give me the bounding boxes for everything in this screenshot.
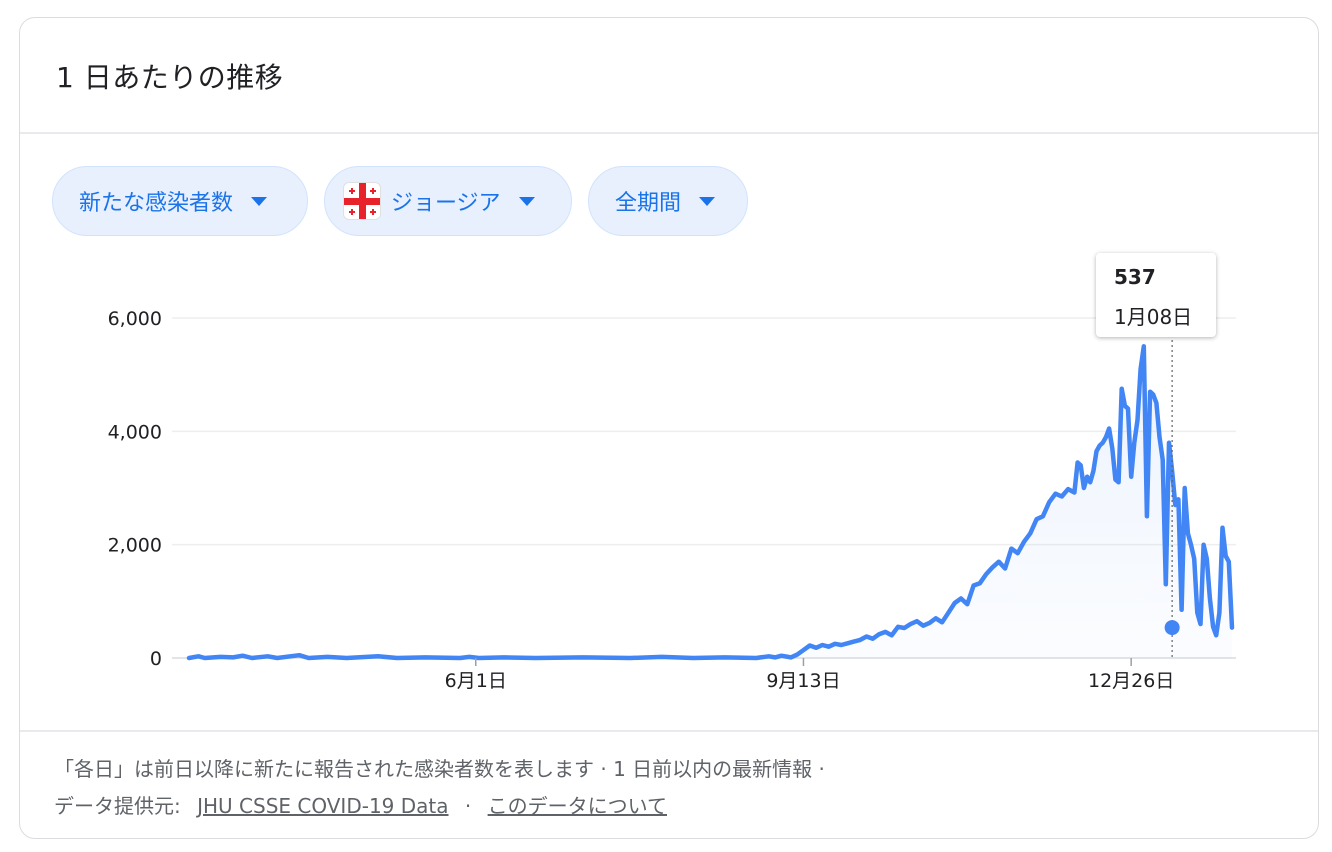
highlight-point[interactable] (1164, 620, 1180, 636)
tooltip-value: 537 (1114, 265, 1156, 289)
footer-note: 「各日」は前日以降に新たに報告された感染者数を表します · 1 日前以内の最新情… (54, 757, 825, 781)
series-line (186, 344, 1235, 661)
data-tooltip: 537 1月08日 (1096, 253, 1216, 337)
x-tick-label: 6月1日 (445, 670, 507, 692)
region-dropdown[interactable]: ジョージア (324, 166, 572, 236)
tooltip-date: 1月08日 (1114, 305, 1193, 329)
georgia-flag-icon (343, 182, 381, 220)
metric-dropdown[interactable]: 新たな感染者数 (52, 166, 308, 236)
about-data-link[interactable]: このデータについて (487, 794, 667, 818)
header-divider (20, 132, 1318, 134)
chart-card: 1 日あたりの推移 新たな感染者数 ジョージア 全期間 「各日」は前日以降に新た… (19, 17, 1319, 839)
y-tick-label: 6,000 (108, 308, 162, 330)
y-tick-label: 4,000 (108, 421, 162, 443)
card-title: 1 日あたりの推移 (56, 61, 284, 94)
footer-divider (20, 730, 1318, 732)
source-link[interactable]: JHU CSSE COVID-19 Data (197, 794, 449, 818)
footer-source-line: データ提供元: JHU CSSE COVID-19 Data · このデータにつ… (54, 788, 825, 825)
caret-down-icon (518, 196, 535, 206)
y-tick-label: 0 (150, 648, 162, 670)
x-tick-label: 9月13日 (766, 670, 840, 692)
region-dropdown-label: ジョージア (391, 191, 501, 216)
separator-dot: · (464, 794, 472, 818)
series-area (189, 346, 1232, 658)
period-dropdown[interactable]: 全期間 (588, 166, 748, 236)
metric-dropdown-label: 新たな感染者数 (79, 191, 234, 216)
period-dropdown-label: 全期間 (615, 191, 682, 216)
footer: 「各日」は前日以降に新たに報告された感染者数を表します · 1 日前以内の最新情… (54, 751, 825, 825)
y-tick-label: 2,000 (108, 535, 162, 557)
x-tick-label: 12月26日 (1088, 670, 1174, 692)
caret-down-icon (251, 196, 268, 206)
source-label: データ提供元: (54, 794, 181, 818)
caret-down-icon (699, 196, 716, 206)
